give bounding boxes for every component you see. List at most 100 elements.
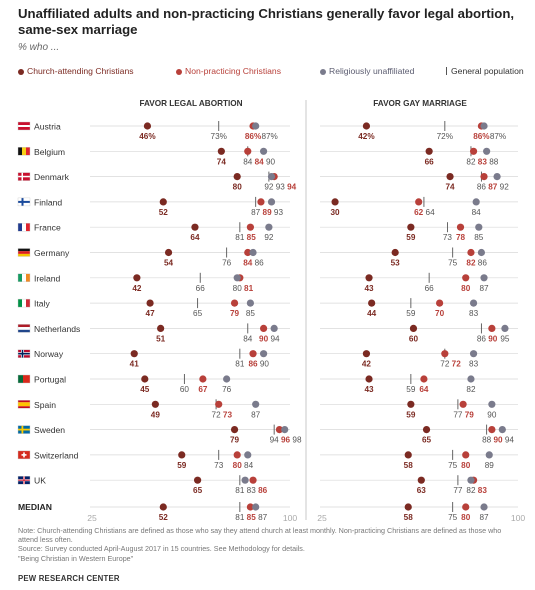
- nonpracticing-value-label: 96: [281, 436, 291, 445]
- church-point: [157, 324, 165, 332]
- legend-nonpracticing-label: Non-practicing Christians: [185, 66, 281, 76]
- unaffiliated-point: [469, 350, 478, 358]
- church-point: [404, 503, 412, 511]
- general-value-label: 81: [235, 513, 245, 522]
- nonpracticing-point: [420, 375, 428, 383]
- general-value-label: 66: [196, 284, 206, 293]
- panel-title: FAVOR LEGAL ABORTION: [139, 99, 242, 108]
- country-label: Finland: [34, 197, 62, 207]
- unaffiliated-value-label: 93: [274, 208, 284, 217]
- unaffiliated-value-label: 87: [479, 513, 489, 522]
- nonpracticing-point: [415, 198, 423, 206]
- legend-item-unaffiliated: Religiously unaffiliated: [320, 66, 414, 76]
- unaffiliated-point: [233, 274, 241, 282]
- unaffiliated-point: [498, 426, 506, 434]
- nonpracticing-value-label: 86: [248, 360, 258, 369]
- unaffiliated-value-label: 86: [478, 259, 488, 268]
- nonpracticing-value-label: 85: [247, 513, 257, 522]
- unaffiliated-value-label: 83: [247, 486, 257, 495]
- unaffiliated-point: [488, 400, 496, 408]
- general-value-label: 82: [466, 157, 476, 166]
- germany-flag-icon: [17, 248, 31, 257]
- church-point: [365, 274, 373, 282]
- church-value-label: 52: [159, 208, 169, 217]
- church-point: [417, 476, 425, 484]
- unaffiliated-value-label: 87: [258, 513, 268, 522]
- uk-flag-icon: [17, 476, 31, 485]
- nonpracticing-point: [244, 147, 252, 155]
- unaffiliated-point: [475, 223, 483, 231]
- church-value-label: 46%: [139, 132, 156, 141]
- unaffiliated-value-label: 92: [264, 233, 274, 242]
- brand-logo-text: PEW RESEARCH CENTER: [18, 574, 120, 583]
- nonpracticing-value-label: 86%: [245, 132, 262, 141]
- nonpracticing-value-label: 80: [461, 284, 471, 293]
- nonpracticing-point: [488, 324, 496, 332]
- unaffiliated-value-label: 88: [489, 157, 499, 166]
- church-point: [164, 248, 173, 257]
- nonpracticing-value-label: 80: [233, 461, 243, 470]
- church-value-label: 42%: [358, 132, 375, 141]
- general-value-label: 59: [406, 385, 416, 394]
- nonpracticing-value-label: 82: [466, 259, 476, 268]
- church-value-label: 74: [445, 183, 455, 192]
- nonpracticing-value-label: 73: [223, 410, 233, 419]
- church-point: [159, 503, 167, 511]
- church-point: [404, 451, 412, 459]
- nonpracticing-point: [275, 426, 284, 434]
- nonpracticing-point: [480, 173, 488, 181]
- church-value-label: 42: [132, 284, 142, 293]
- nonpracticing-value-label: 78: [456, 233, 466, 242]
- country-label: Switzerland: [34, 450, 79, 460]
- nonpracticing-value-label: 85: [247, 233, 257, 242]
- church-value-label: 74: [217, 157, 227, 166]
- unaffiliated-value-label: 84: [472, 208, 482, 217]
- church-point: [159, 198, 167, 206]
- general-value-label: 87: [251, 208, 261, 217]
- church-point: [446, 173, 454, 181]
- country-label: Germany: [34, 248, 70, 258]
- church-value-label: 80: [233, 183, 243, 192]
- axis-tick-label: 25: [87, 513, 97, 523]
- church-point: [365, 375, 373, 383]
- netherlands-flag-icon: [17, 324, 31, 333]
- nonpracticing-point: [462, 503, 470, 511]
- finland-flag-icon: [17, 197, 31, 207]
- nonpracticing-value-label: 84: [243, 259, 253, 268]
- legend-general-label: General population: [451, 66, 524, 76]
- legend-item-nonpracticing: Non-practicing Christians: [176, 66, 281, 76]
- nonpracticing-point: [469, 147, 478, 155]
- general-value-label: 75: [448, 259, 458, 268]
- unaffiliated-point: [265, 223, 273, 231]
- nonpracticing-point: [246, 503, 254, 511]
- unaffiliated-point: [241, 476, 249, 484]
- church-point: [133, 274, 141, 282]
- church-value-label: 43: [364, 284, 374, 293]
- nonpracticing-point: [260, 324, 268, 332]
- axis-tick-label: 100: [283, 513, 298, 523]
- legend-item-general: General population: [446, 66, 524, 76]
- church-value-label: 49: [151, 410, 161, 419]
- country-label: Austria: [34, 122, 61, 132]
- nonpracticing-point: [257, 198, 265, 206]
- unaffiliated-value-label: 94: [270, 334, 280, 343]
- nonpracticing-value-label: 90: [493, 436, 503, 445]
- nonpracticing-point: [199, 375, 207, 383]
- unaffiliated-point: [485, 451, 493, 459]
- church-point: [146, 299, 154, 307]
- general-value-label: 72: [212, 410, 222, 419]
- nonpracticing-point: [215, 400, 223, 408]
- general-value-label: 86: [477, 334, 487, 343]
- unaffiliated-point: [477, 248, 486, 257]
- italy-flag-icon: [17, 298, 31, 308]
- nonpracticing-value-label: 64: [419, 385, 429, 394]
- general-value-label: 81: [235, 486, 245, 495]
- unaffiliated-value-label: 76: [222, 385, 232, 394]
- general-value-label: 66: [425, 284, 435, 293]
- general-value-label: 84: [243, 157, 253, 166]
- unaffiliated-point: [252, 122, 260, 130]
- unaffiliated-value-label: 94: [505, 436, 515, 445]
- unaffiliated-value-label: 87: [251, 410, 261, 419]
- unaffiliated-value-label: 82: [466, 385, 476, 394]
